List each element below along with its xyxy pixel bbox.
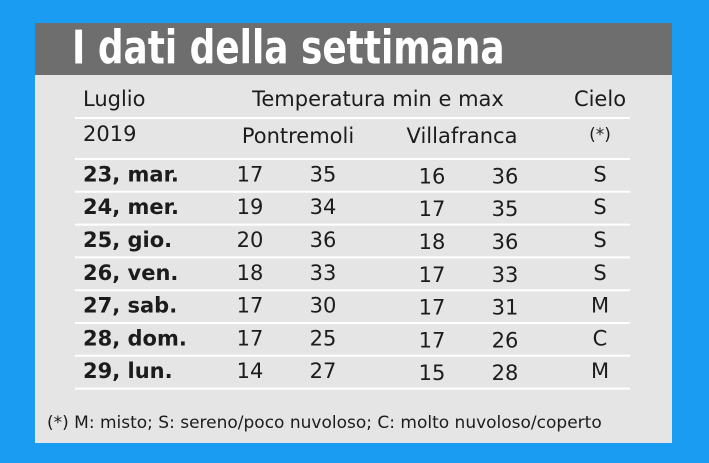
date: 23, mar. (83, 162, 179, 186)
villafranca-min: 17 (419, 328, 446, 352)
villafranca-max: 35 (492, 197, 519, 221)
title-bar (35, 23, 672, 75)
pontremoli-min: 17 (237, 294, 264, 318)
year: 2019 (83, 122, 136, 146)
footnote: (*) M: misto; S: sereno/poco nuvoloso; C… (47, 413, 602, 433)
place: Pontremoli (242, 124, 354, 148)
pontremoli-max: 34 (310, 195, 337, 219)
pontremoli-max: 33 (310, 261, 337, 285)
pontremoli-max: 30 (310, 294, 337, 318)
sky: S (593, 261, 606, 285)
villafranca-min: 17 (419, 263, 446, 287)
pontremoli-min: 14 (237, 359, 264, 383)
pontremoli-min: 19 (237, 195, 264, 219)
sky: S (593, 228, 606, 252)
pontremoli-min: 17 (237, 162, 264, 186)
date: 26, ven. (83, 261, 178, 285)
sky-note: (*) (589, 125, 611, 145)
pontremoli-min: 17 (237, 326, 264, 350)
pontremoli-min: 18 (237, 261, 264, 285)
villafranca-max: 26 (492, 328, 519, 352)
sky: M (591, 359, 609, 383)
villafranca-min: 15 (419, 361, 446, 385)
sky: S (593, 195, 606, 219)
villafranca-max: 31 (492, 296, 519, 320)
pontremoli-min: 20 (237, 228, 264, 252)
sky: M (591, 294, 609, 318)
date: 29, lun. (83, 359, 173, 383)
pontremoli-max: 36 (310, 228, 337, 252)
pontremoli-max: 35 (310, 162, 337, 186)
title: I dati della settimana (72, 21, 505, 75)
sky: C (593, 326, 608, 350)
sky: S (593, 162, 606, 186)
date: 28, dom. (83, 326, 187, 350)
villafranca-min: 17 (419, 197, 446, 221)
date: 27, sab. (83, 294, 177, 318)
panel (35, 23, 672, 443)
villafranca-min: 17 (419, 296, 446, 320)
temperature-header: Temperatura min e max (251, 87, 504, 111)
date: 24, mer. (83, 195, 179, 219)
month: Luglio (83, 87, 146, 111)
villafranca-max: 36 (492, 164, 519, 188)
pontremoli-max: 25 (310, 326, 337, 350)
villafranca-max: 28 (492, 361, 519, 385)
date: 25, gio. (83, 228, 172, 252)
pontremoli-max: 27 (310, 359, 337, 383)
villafranca-max: 33 (492, 263, 519, 287)
villafranca-min: 16 (419, 164, 446, 188)
sky-header: Cielo (574, 87, 626, 111)
place: Villafranca (407, 124, 518, 148)
villafranca-max: 36 (492, 230, 519, 254)
villafranca-min: 18 (419, 230, 446, 254)
